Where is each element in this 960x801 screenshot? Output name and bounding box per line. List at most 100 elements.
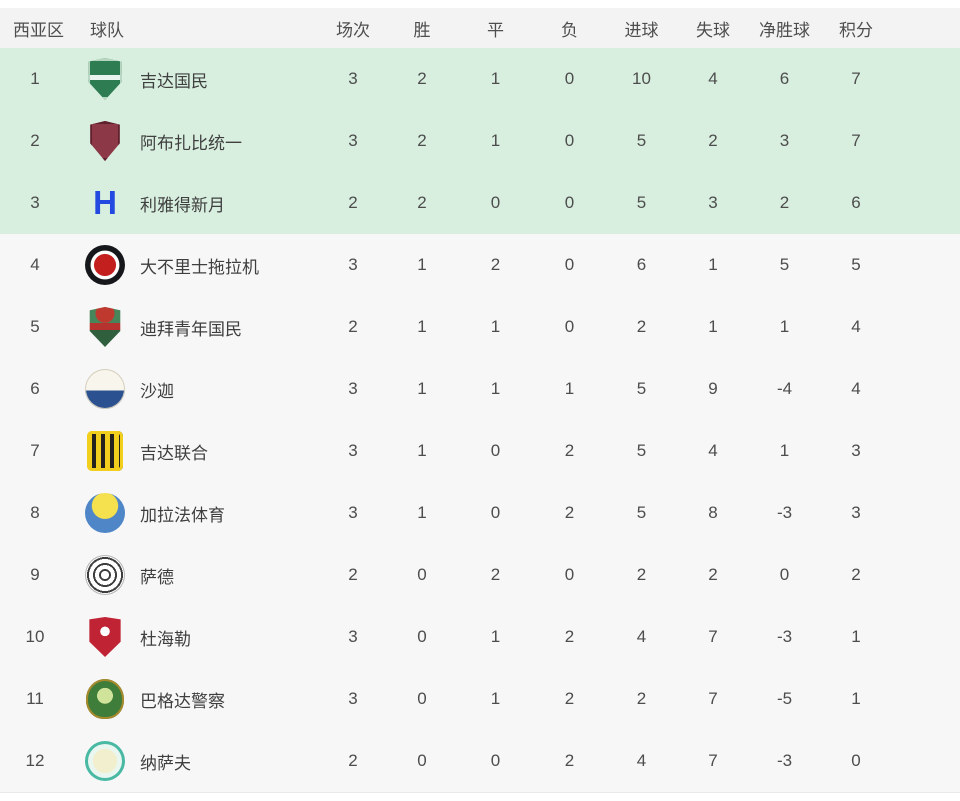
- team-name[interactable]: 加拉法体育: [140, 505, 225, 525]
- goals-against-cell: 1: [708, 255, 718, 274]
- draws-cell: 0: [490, 193, 501, 212]
- column-header-played: 场次: [336, 20, 370, 40]
- column-header-draws: 平: [487, 20, 504, 40]
- table-row[interactable]: 9 萨德 2 0 2 0 2 2 0 2: [0, 544, 960, 606]
- team-crest-icon: [85, 368, 125, 410]
- points-cell: 4: [851, 379, 861, 398]
- goal-diff-cell: -5: [776, 689, 793, 708]
- team-crest-icon: [85, 554, 125, 596]
- losses-cell: 0: [564, 131, 575, 150]
- team-name[interactable]: 纳萨夫: [140, 753, 191, 773]
- draws-cell: 2: [490, 255, 501, 274]
- goal-diff-cell: 3: [779, 131, 790, 150]
- team-name[interactable]: 沙迦: [140, 381, 174, 401]
- wins-cell: 2: [417, 69, 427, 88]
- wins-cell: 0: [417, 751, 427, 770]
- goal-diff-cell: -3: [776, 627, 793, 646]
- table-row[interactable]: 11 巴格达警察 3 0 1 2 2 7 -5 1: [0, 668, 960, 730]
- played-cell: 2: [348, 565, 358, 584]
- losses-cell: 1: [564, 379, 575, 398]
- rank-cell: 9: [30, 565, 40, 584]
- played-cell: 3: [348, 441, 358, 460]
- goals-against-cell: 2: [708, 565, 718, 584]
- column-header-goals-for: 进球: [624, 20, 659, 40]
- wins-cell: 0: [417, 627, 427, 646]
- crest-shape: [85, 369, 125, 409]
- team-cell: 吉达国民: [70, 58, 320, 100]
- table-row[interactable]: 1 吉达国民 3 2 1 0 10 4 6 7: [0, 48, 960, 110]
- team-name[interactable]: 吉达联合: [140, 443, 208, 463]
- points-cell: 1: [851, 627, 861, 646]
- crest-shape: H: [93, 184, 117, 221]
- team-cell: 纳萨夫: [70, 740, 320, 782]
- standings-table: 西亚区 球队 场次 胜 平 负 进球 失球 净胜球 积分 1 吉达国民 3 2 …: [0, 8, 960, 793]
- played-cell: 2: [348, 317, 358, 336]
- goals-against-cell: 1: [708, 317, 718, 336]
- table-row[interactable]: 2 阿布扎比统一 3 2 1 0 5 2 3 7: [0, 110, 960, 172]
- team-cell: H 利雅得新月: [70, 182, 320, 224]
- points-cell: 6: [851, 193, 861, 212]
- column-header-points: 积分: [839, 20, 873, 40]
- played-cell: 3: [348, 69, 358, 88]
- team-name[interactable]: 大不里士拖拉机: [140, 257, 259, 277]
- goals-for-cell: 10: [632, 69, 651, 88]
- goal-diff-cell: 0: [779, 565, 790, 584]
- goals-against-cell: 9: [708, 379, 718, 398]
- draws-cell: 1: [490, 627, 501, 646]
- crest-shape: [85, 245, 125, 285]
- losses-cell: 0: [564, 69, 575, 88]
- team-name[interactable]: 迪拜青年国民: [140, 319, 242, 339]
- table-row[interactable]: 12 纳萨夫 2 0 0 2 4 7 -3 0: [0, 730, 960, 792]
- rank-cell: 6: [30, 379, 40, 398]
- table-row[interactable]: 4 大不里士拖拉机 3 1 2 0 6 1 5 5: [0, 234, 960, 296]
- points-cell: 7: [851, 131, 861, 150]
- team-name[interactable]: 杜海勒: [140, 629, 191, 649]
- losses-cell: 2: [564, 627, 575, 646]
- table-row[interactable]: 3 H 利雅得新月 2 2 0 0 5 3 2 6: [0, 172, 960, 234]
- rank-cell: 3: [30, 193, 40, 212]
- goals-for-cell: 2: [636, 565, 647, 584]
- points-cell: 7: [851, 69, 861, 88]
- team-name[interactable]: 利雅得新月: [140, 195, 225, 215]
- rank-cell: 1: [30, 69, 40, 88]
- goals-for-cell: 4: [636, 751, 647, 770]
- goals-for-cell: 5: [636, 503, 647, 522]
- team-cell: 大不里士拖拉机: [70, 244, 320, 286]
- points-cell: 3: [851, 441, 861, 460]
- draws-cell: 1: [490, 317, 501, 336]
- team-name[interactable]: 吉达国民: [140, 71, 208, 91]
- column-header-wins: 胜: [413, 20, 431, 40]
- goals-against-cell: 7: [708, 689, 718, 708]
- wins-cell: 2: [417, 193, 427, 212]
- column-header-zone: 西亚区: [13, 20, 64, 40]
- draws-cell: 0: [490, 503, 501, 522]
- goal-diff-cell: 1: [779, 441, 790, 460]
- team-name[interactable]: 萨德: [140, 567, 174, 587]
- team-cell: 阿布扎比统一: [70, 120, 320, 162]
- crest-shape: [88, 58, 122, 100]
- crest-shape: [89, 307, 121, 347]
- goals-for-cell: 5: [636, 193, 647, 212]
- played-cell: 3: [348, 627, 358, 646]
- top-spacer: [0, 0, 960, 8]
- goal-diff-cell: 6: [779, 69, 790, 88]
- draws-cell: 0: [490, 751, 501, 770]
- table-header: 西亚区 球队 场次 胜 平 负 进球 失球 净胜球 积分: [0, 8, 960, 48]
- team-crest-icon: [85, 58, 125, 100]
- table-row[interactable]: 8 加拉法体育 3 1 0 2 5 8 -3 3: [0, 482, 960, 544]
- wins-cell: 0: [417, 689, 427, 708]
- table-row[interactable]: 7 吉达联合 3 1 0 2 5 4 1 3: [0, 420, 960, 482]
- played-cell: 3: [348, 379, 358, 398]
- points-cell: 2: [851, 565, 861, 584]
- team-crest-icon: [85, 678, 125, 720]
- team-crest-icon: [85, 306, 125, 348]
- table-row[interactable]: 6 沙迦 3 1 1 1 5 9 -4 4: [0, 358, 960, 420]
- draws-cell: 1: [490, 69, 501, 88]
- table-row[interactable]: 5 迪拜青年国民 2 1 1 0 2 1 1 4: [0, 296, 960, 358]
- points-cell: 4: [851, 317, 861, 336]
- team-name[interactable]: 阿布扎比统一: [140, 133, 242, 153]
- rank-cell: 5: [30, 317, 40, 336]
- goals-for-cell: 6: [636, 255, 647, 274]
- table-row[interactable]: 10 杜海勒 3 0 1 2 4 7 -3 1: [0, 606, 960, 668]
- team-name[interactable]: 巴格达警察: [140, 691, 225, 711]
